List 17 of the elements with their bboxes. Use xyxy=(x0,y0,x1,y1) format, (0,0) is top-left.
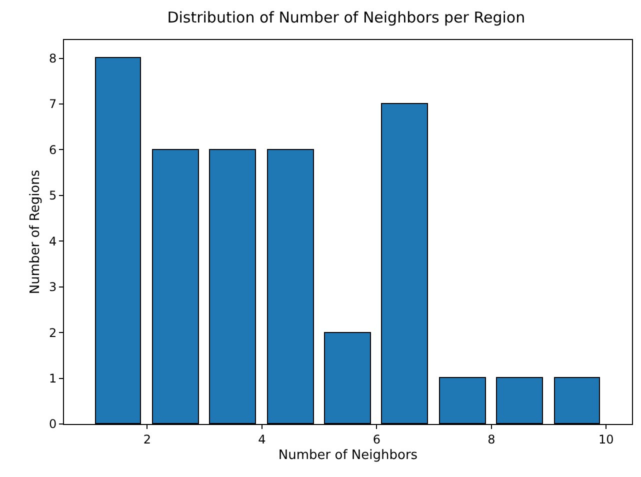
x-axis-title: Number of Neighbors xyxy=(278,448,418,463)
y-tick-label: 5 xyxy=(48,188,57,203)
y-tick-label: 7 xyxy=(48,97,57,112)
x-tick-label: 4 xyxy=(258,432,266,446)
y-tick-label: 0 xyxy=(48,417,57,432)
y-tick-label: 2 xyxy=(48,326,57,340)
y-tick-label: 3 xyxy=(48,280,57,294)
x-tick-label: 2 xyxy=(143,432,152,446)
y-axis-title: Number of Regions xyxy=(28,170,43,294)
x-tick-label: 8 xyxy=(488,432,496,446)
chart-title: Distribution of Number of Neighbors per Region xyxy=(167,8,526,26)
y-tick-label: 4 xyxy=(48,234,57,248)
y-tick-label: 1 xyxy=(48,371,57,386)
y-tick-label: 8 xyxy=(48,51,57,66)
x-tick-label: 10 xyxy=(598,432,614,446)
x-tick-label: 6 xyxy=(372,432,381,446)
y-tick-label: 6 xyxy=(48,142,57,157)
